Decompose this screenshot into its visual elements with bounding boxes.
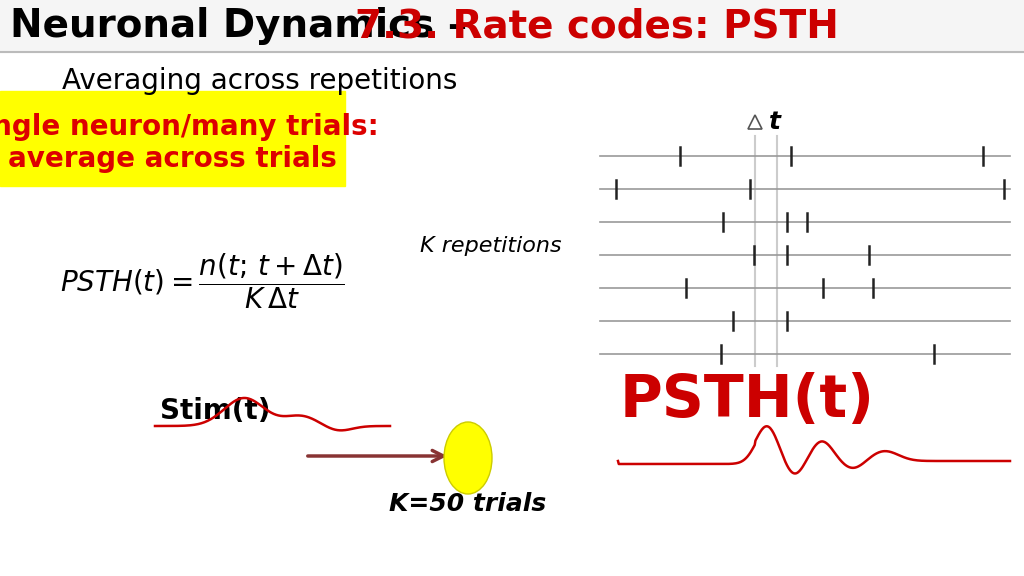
Text: PSTH(t): PSTH(t) bbox=[620, 373, 874, 430]
Text: t: t bbox=[769, 110, 781, 134]
Text: average across trials: average across trials bbox=[8, 145, 337, 173]
Text: Neuronal Dynamics –: Neuronal Dynamics – bbox=[10, 7, 480, 45]
Ellipse shape bbox=[444, 422, 492, 494]
Text: 7.3. Rate codes: PSTH: 7.3. Rate codes: PSTH bbox=[355, 7, 839, 45]
Text: K repetitions: K repetitions bbox=[420, 236, 561, 256]
Text: single neuron/many trials:: single neuron/many trials: bbox=[0, 113, 379, 141]
Bar bbox=[0, 91, 345, 186]
Bar bbox=[0, 0, 1024, 52]
Text: K=50 trials: K=50 trials bbox=[389, 492, 547, 516]
Text: Stim(t): Stim(t) bbox=[160, 397, 270, 425]
Text: $PSTH(t) = \dfrac{n(t;\,t+\Delta t)}{K\,\Delta t}$: $PSTH(t) = \dfrac{n(t;\,t+\Delta t)}{K\,… bbox=[60, 251, 345, 311]
Text: Averaging across repetitions: Averaging across repetitions bbox=[62, 67, 458, 95]
